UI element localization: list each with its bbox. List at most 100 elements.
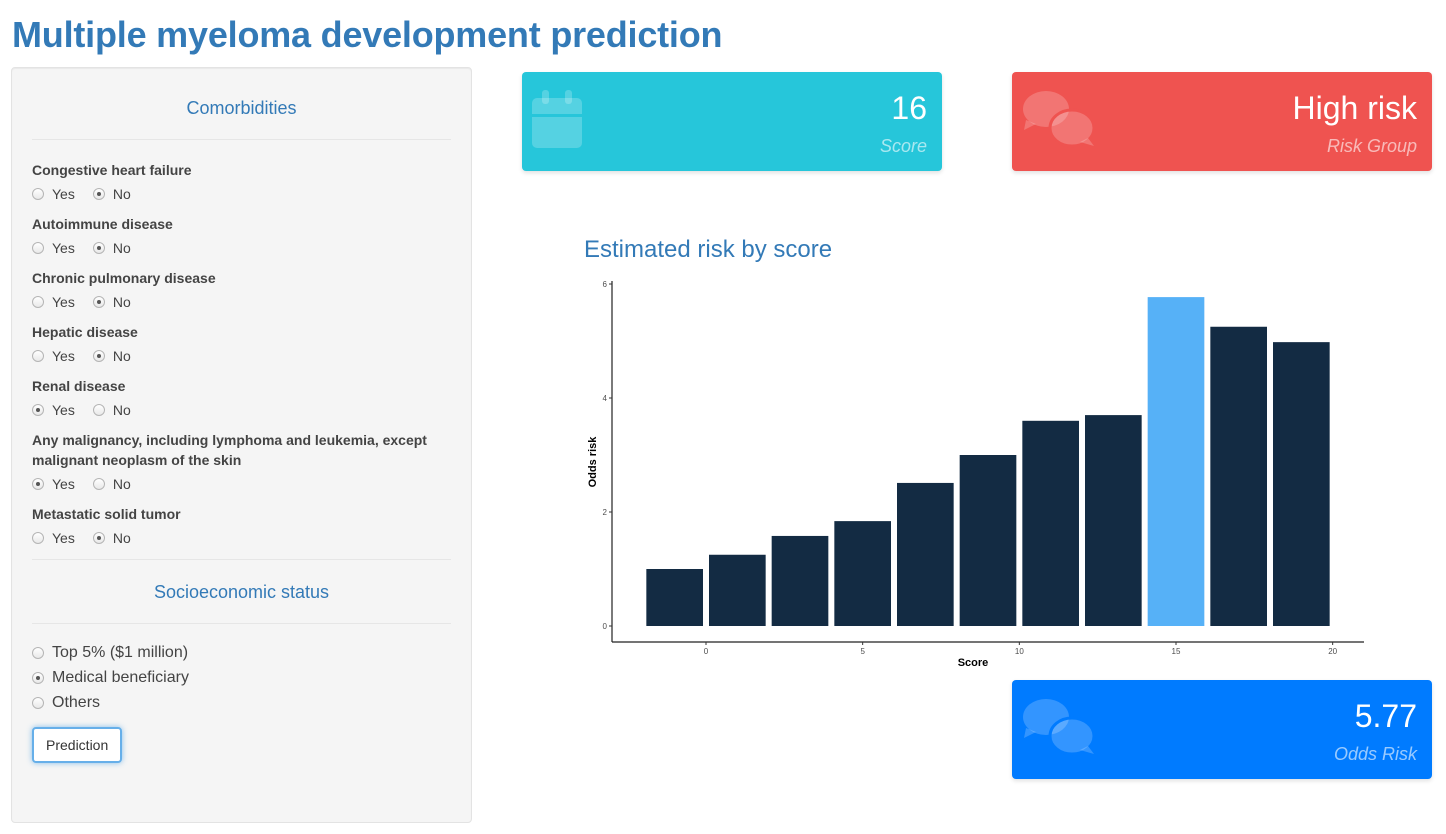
odds-risk-box: 5.77 Odds Risk	[1012, 680, 1432, 779]
radio-label: Yes	[52, 294, 75, 310]
radio-yes[interactable]: Yes	[32, 401, 75, 419]
score-subtitle: Score	[879, 136, 927, 156]
bar	[1273, 342, 1330, 626]
radio-no[interactable]: No	[92, 529, 131, 547]
radio-button[interactable]	[32, 350, 44, 362]
radio-yes[interactable]: Yes	[32, 347, 75, 365]
radio-button[interactable]	[32, 532, 44, 544]
radio-button[interactable]	[92, 296, 105, 308]
question-label: Chronic pulmonary disease	[32, 270, 216, 286]
socioeconomic-options: Top 5% ($1 million) Medical beneficiary Ot…	[32, 644, 451, 712]
radio-label: Medical beneficiary	[52, 669, 189, 686]
bar	[959, 455, 1017, 626]
socio-option[interactable]: Medical beneficiary	[32, 669, 451, 687]
radio-label: Yes	[52, 402, 75, 418]
radio-button[interactable]	[92, 404, 105, 416]
radio-label: No	[112, 294, 131, 310]
radio-label: Yes	[52, 530, 75, 546]
radio-no[interactable]: No	[92, 293, 131, 311]
svg-text:0: 0	[603, 622, 608, 631]
radio-label: No	[112, 186, 131, 202]
comorbidities-title: Comorbidities	[32, 68, 451, 140]
bar	[771, 535, 829, 626]
radio-yes[interactable]: Yes	[32, 475, 75, 493]
bar	[1210, 326, 1267, 626]
radio-label: No	[112, 348, 131, 364]
radio-label: No	[112, 530, 131, 546]
odds-risk-value: 5.77	[1354, 698, 1417, 734]
radio-button[interactable]	[32, 242, 44, 254]
radio-button[interactable]	[92, 242, 105, 254]
comments-icon	[1022, 90, 1096, 153]
radio-button[interactable]	[32, 697, 44, 709]
question-group: Renal disease Yes No	[32, 376, 451, 419]
comorbidity-questions: Congestive heart failure Yes No Autoimmune …	[32, 160, 451, 547]
risk-group-value: High risk	[1292, 90, 1417, 126]
radio-label: Yes	[52, 186, 75, 202]
radio-button[interactable]	[32, 478, 44, 490]
risk-bar-chart: 0 2 4 6 0 5 10 15 20 Score Odds risk	[587, 280, 1364, 669]
radio-no[interactable]: No	[92, 185, 131, 203]
radio-button[interactable]	[32, 188, 44, 200]
radio-button[interactable]	[92, 188, 105, 200]
sidebar-panel: Comorbidities Congestive heart failure Ye…	[11, 67, 472, 823]
question-label: Renal disease	[32, 378, 126, 394]
score-value: 16	[891, 90, 927, 126]
bar	[1085, 415, 1142, 626]
bar	[1022, 420, 1079, 626]
y-axis-label: Odds risk	[587, 436, 599, 488]
comments-icon	[1022, 698, 1096, 761]
radio-label: Yes	[52, 348, 75, 364]
radio-no[interactable]: No	[92, 347, 131, 365]
question-group: Hepatic disease Yes No	[32, 322, 451, 365]
svg-text:20: 20	[1328, 647, 1337, 656]
question-group: Congestive heart failure Yes No	[32, 160, 451, 203]
question-group: Autoimmune disease Yes No	[32, 214, 451, 257]
bar	[1147, 297, 1205, 626]
socio-option[interactable]: Others	[32, 694, 451, 712]
socioeconomic-title: Socioeconomic status	[32, 559, 451, 624]
radio-label: Yes	[52, 240, 75, 256]
radio-no[interactable]: No	[92, 475, 131, 493]
question-label: Any malignancy, including lymphoma and l…	[32, 432, 427, 468]
radio-yes[interactable]: Yes	[32, 239, 75, 257]
score-box: 16 Score	[522, 72, 942, 171]
bar	[834, 521, 891, 626]
radio-button[interactable]	[92, 350, 105, 362]
radio-label: Yes	[52, 476, 75, 492]
svg-text:5: 5	[860, 647, 865, 656]
question-label: Metastatic solid tumor	[32, 506, 181, 522]
question-label: Autoimmune disease	[32, 216, 173, 232]
radio-button[interactable]	[32, 404, 44, 416]
radio-button[interactable]	[32, 296, 44, 308]
svg-text:2: 2	[603, 508, 608, 517]
bar	[646, 569, 703, 626]
question-group: Any malignancy, including lymphoma and l…	[32, 430, 451, 493]
radio-button[interactable]	[32, 647, 44, 659]
svg-text:15: 15	[1172, 647, 1181, 656]
radio-yes[interactable]: Yes	[32, 293, 75, 311]
radio-no[interactable]: No	[92, 239, 131, 257]
calendar-icon	[532, 90, 584, 153]
radio-yes[interactable]: Yes	[32, 185, 75, 203]
radio-button[interactable]	[92, 478, 105, 490]
chart-title: Estimated risk by score	[584, 236, 833, 263]
radio-button[interactable]	[32, 672, 44, 684]
prediction-button[interactable]: Prediction	[32, 727, 123, 763]
svg-text:0: 0	[704, 647, 709, 656]
page-title: Multiple myeloma development prediction	[12, 14, 723, 55]
bar	[897, 482, 954, 626]
question-label: Congestive heart failure	[32, 162, 192, 178]
question-label: Hepatic disease	[32, 324, 138, 340]
odds-risk-subtitle: Odds Risk	[1333, 744, 1417, 764]
radio-no[interactable]: No	[92, 401, 131, 419]
radio-label: No	[112, 402, 131, 418]
svg-text:10: 10	[1015, 647, 1024, 656]
risk-group-subtitle: Risk Group	[1326, 136, 1417, 156]
svg-text:4: 4	[603, 394, 608, 403]
radio-button[interactable]	[92, 532, 105, 544]
svg-text:6: 6	[603, 280, 608, 289]
radio-label: Others	[52, 694, 101, 711]
socio-option[interactable]: Top 5% ($1 million)	[32, 644, 451, 662]
radio-yes[interactable]: Yes	[32, 529, 75, 547]
